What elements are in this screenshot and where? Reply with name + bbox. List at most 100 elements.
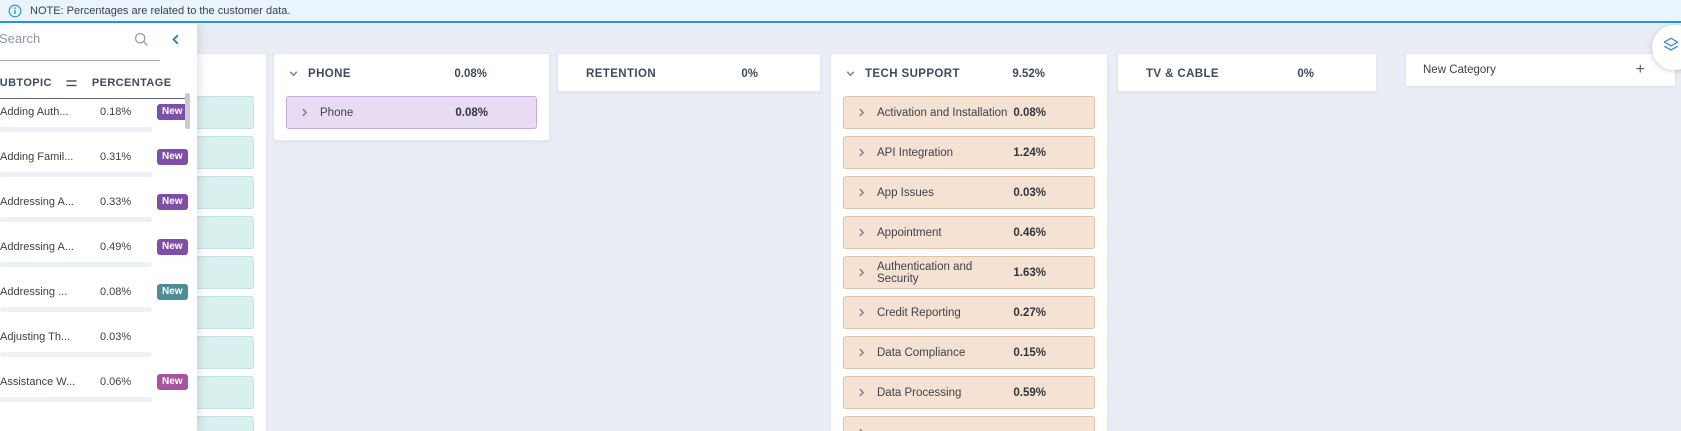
subtopic-name: Assistance W... bbox=[0, 376, 76, 388]
subtopic-row[interactable]: Addressing A... 0.49% New bbox=[0, 236, 197, 281]
subtopic-row[interactable]: Addressing A... 0.33% New bbox=[0, 191, 197, 236]
new-category-card[interactable]: New Category + bbox=[1405, 53, 1676, 87]
subtopic-sidebar: SUBTOPIC PERCENTAGE Adding Auth... 0.18%… bbox=[0, 23, 197, 431]
category-header-tech-support[interactable]: TECH SUPPORT 9.52% bbox=[831, 54, 1107, 93]
chevron-right-icon[interactable] bbox=[856, 187, 867, 198]
search-icon[interactable] bbox=[133, 31, 150, 53]
chevron-right-icon[interactable] bbox=[856, 147, 867, 158]
category-column-tv-cable: TV & CABLE 0% bbox=[1117, 53, 1377, 92]
chevron-right-icon[interactable] bbox=[856, 267, 867, 278]
sidebar-scrollbar[interactable] bbox=[185, 93, 190, 129]
row-divider bbox=[0, 127, 152, 132]
note-text: NOTE: Percentages are related to the cus… bbox=[30, 4, 291, 17]
subtopic-rows: Adding Auth... 0.18% New Adding Famil...… bbox=[0, 101, 197, 416]
layers-floating-button[interactable] bbox=[1652, 25, 1681, 70]
subtopic-percentage: 0.03% bbox=[100, 331, 132, 343]
subtopic-label: App Issues bbox=[877, 186, 934, 199]
subtopic-row[interactable]: Assistance W... 0.06% New bbox=[0, 371, 197, 416]
chevron-right-icon[interactable] bbox=[856, 387, 867, 398]
chevron-right-icon[interactable] bbox=[856, 107, 867, 118]
search-input[interactable] bbox=[0, 31, 127, 46]
new-badge: New bbox=[157, 104, 188, 120]
chevron-right-icon[interactable] bbox=[299, 107, 310, 118]
collapse-sidebar-icon[interactable] bbox=[170, 33, 182, 51]
subtopic-label: API Integration bbox=[877, 146, 954, 159]
new-badge: New bbox=[157, 149, 188, 165]
subtopic-percentage: 0.15% bbox=[1013, 346, 1046, 359]
new-badge: New bbox=[157, 284, 188, 300]
subtopic-name: Addressing A... bbox=[0, 241, 74, 253]
category-column-retention: RETENTION 0% bbox=[557, 53, 821, 92]
subtopic-card[interactable]: Credit Reporting 0.27% bbox=[843, 296, 1095, 329]
subtopic-card[interactable]: API Integration 1.24% bbox=[843, 136, 1095, 169]
subtopic-row[interactable]: Adding Famil... 0.31% New bbox=[0, 146, 197, 191]
new-badge: New bbox=[157, 239, 188, 255]
subtopic-percentage: 0.08% bbox=[1013, 106, 1046, 119]
subtopic-percentage: 1.63% bbox=[1013, 266, 1046, 279]
row-divider bbox=[0, 307, 152, 312]
subtopic-row[interactable]: Adding Auth... 0.18% New bbox=[0, 101, 197, 146]
subtopic-card[interactable]: Activation and Installation 0.08% bbox=[843, 96, 1095, 129]
chevron-right-icon[interactable] bbox=[856, 347, 867, 358]
subtopic-row[interactable]: Addressing ... 0.08% New bbox=[0, 281, 197, 326]
subtopic-name: Addressing ... bbox=[0, 286, 68, 298]
category-title: TECH SUPPORT bbox=[865, 67, 960, 80]
subtopic-percentage: 0.27% bbox=[1013, 306, 1046, 319]
subtopic-percentage: 0.49% bbox=[100, 241, 132, 253]
add-category-button[interactable]: + bbox=[1635, 61, 1645, 78]
layers-icon bbox=[1661, 35, 1681, 60]
subtopic-card[interactable]: Data Compliance 0.15% bbox=[843, 336, 1095, 369]
subtopic-row[interactable]: Adjusting Th... 0.03% bbox=[0, 326, 197, 371]
subtopic-percentage: 1.24% bbox=[1013, 146, 1046, 159]
category-percentage: 0% bbox=[741, 67, 758, 80]
subtopic-percentage: 0.08% bbox=[100, 286, 132, 298]
category-header-retention[interactable]: RETENTION 0% bbox=[558, 54, 820, 93]
subtopic-label: Data Processing bbox=[877, 386, 962, 399]
search-row bbox=[0, 23, 197, 63]
subtopic-card[interactable]: Appointment 0.46% bbox=[843, 216, 1095, 249]
subtopic-name: Adding Auth... bbox=[0, 106, 69, 118]
subtopic-card-partial[interactable] bbox=[843, 416, 1095, 431]
chevron-right-icon[interactable] bbox=[856, 427, 867, 431]
note-bar: NOTE: Percentages are related to the cus… bbox=[0, 0, 1681, 23]
subtopic-column-header[interactable]: SUBTOPIC bbox=[0, 77, 52, 89]
category-header-phone[interactable]: PHONE 0.08% bbox=[274, 54, 549, 93]
category-percentage: 9.52% bbox=[1012, 67, 1045, 80]
subtopic-percentage: 0.06% bbox=[100, 376, 132, 388]
subtopic-label: Appointment bbox=[877, 226, 942, 239]
row-divider bbox=[0, 352, 152, 357]
filter-icon[interactable] bbox=[66, 79, 77, 88]
subtopic-card[interactable]: App Issues 0.03% bbox=[843, 176, 1095, 209]
subtopic-name: Adjusting Th... bbox=[0, 331, 71, 343]
chevron-down-icon[interactable] bbox=[845, 68, 856, 79]
subtopic-percentage: 0.31% bbox=[100, 151, 132, 163]
row-divider bbox=[0, 217, 152, 222]
board-canvas: PHONE 0.08% Phone 0.08% RETENTION 0% bbox=[0, 23, 1681, 431]
subtopic-name: Addressing A... bbox=[0, 196, 74, 208]
header-divider bbox=[0, 98, 190, 99]
subtopic-percentage: 0.03% bbox=[1013, 186, 1046, 199]
chevron-right-icon[interactable] bbox=[856, 307, 867, 318]
category-title: PHONE bbox=[308, 67, 351, 80]
subtopic-percentage: 0.59% bbox=[1013, 386, 1046, 399]
chevron-down-icon[interactable] bbox=[288, 68, 299, 79]
category-percentage: 0.08% bbox=[454, 67, 487, 80]
row-divider bbox=[0, 172, 152, 177]
percentage-column-header[interactable]: PERCENTAGE bbox=[91, 77, 172, 89]
new-badge: New bbox=[157, 194, 188, 210]
subtopic-card[interactable]: Authentication and Security 1.63% bbox=[843, 256, 1095, 289]
category-title: TV & CABLE bbox=[1146, 67, 1219, 80]
subtopic-percentage: 0.08% bbox=[455, 106, 488, 119]
category-column-tech-support: TECH SUPPORT 9.52% Activation and Instal… bbox=[830, 53, 1108, 431]
subtopic-percentage: 0.33% bbox=[100, 196, 132, 208]
row-divider bbox=[0, 262, 152, 267]
new-badge: New bbox=[157, 374, 188, 390]
subtopic-label: Authentication and Security bbox=[877, 260, 973, 285]
subtopic-card[interactable]: Data Processing 0.59% bbox=[843, 376, 1095, 409]
chevron-right-icon[interactable] bbox=[856, 227, 867, 238]
category-header-tv-cable[interactable]: TV & CABLE 0% bbox=[1118, 54, 1376, 93]
subtopic-label: Credit Reporting bbox=[877, 306, 961, 319]
subtopic-label: Activation and Installation bbox=[877, 106, 1008, 119]
subtopic-card-phone[interactable]: Phone 0.08% bbox=[286, 96, 537, 129]
